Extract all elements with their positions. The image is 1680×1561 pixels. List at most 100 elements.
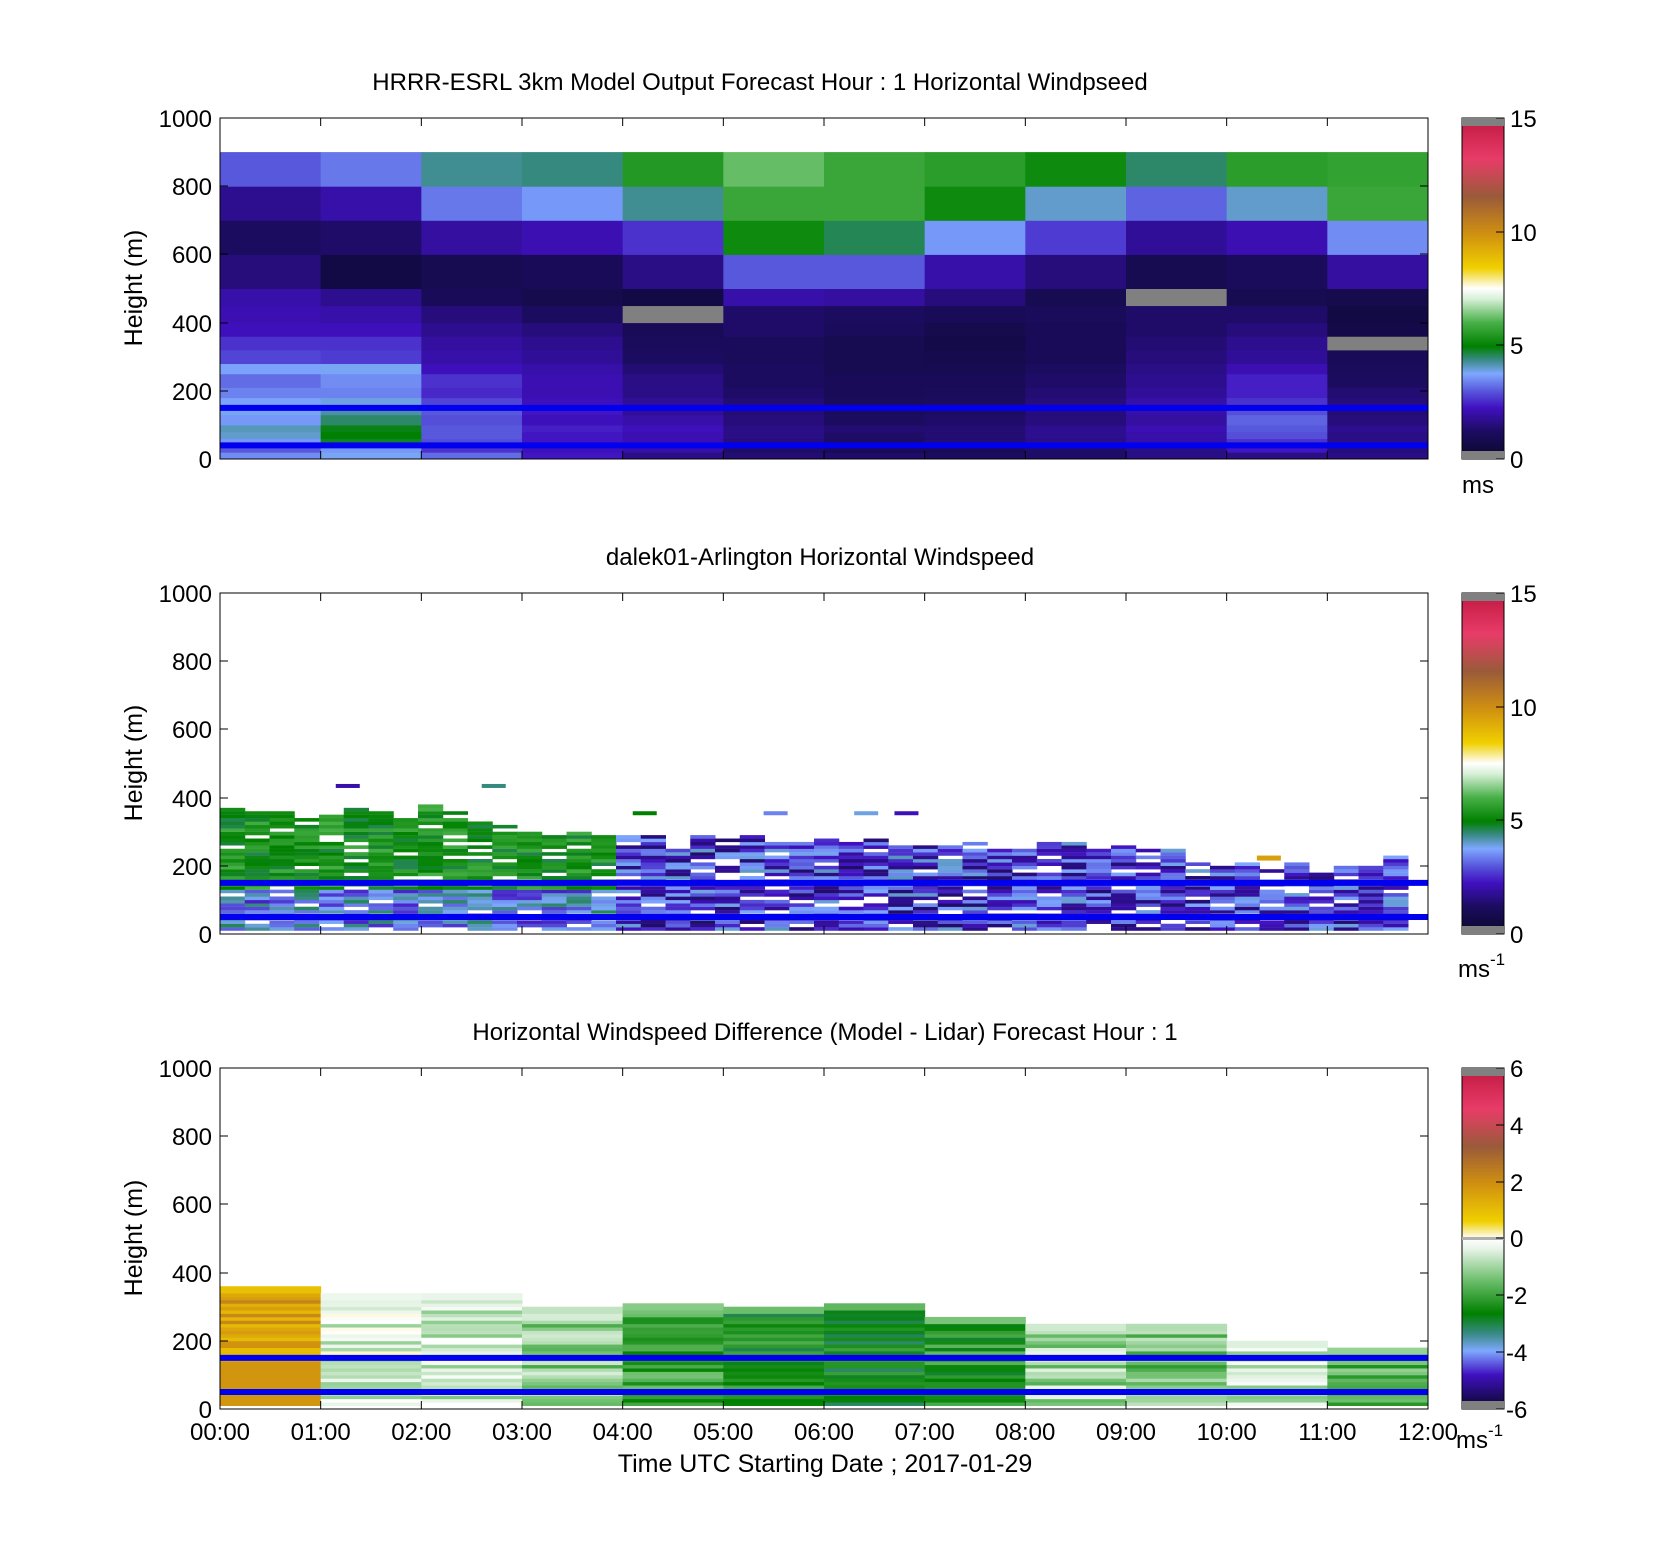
heatmap-cell <box>269 899 295 904</box>
heatmap-cell <box>838 845 864 849</box>
heatmap-cell <box>622 1303 724 1308</box>
heatmap-cell <box>924 322 1026 337</box>
heatmap-cell <box>220 397 322 409</box>
heatmap-cell <box>622 1378 724 1383</box>
heatmap-cell <box>1333 896 1359 901</box>
heatmap-cell <box>517 899 543 904</box>
heatmap-cell <box>1036 896 1062 901</box>
heatmap-cell <box>492 927 518 931</box>
heatmap-cell <box>522 1378 624 1383</box>
heatmap-cell <box>1358 869 1384 873</box>
heatmap-cell <box>723 336 825 351</box>
heatmap-cell <box>541 923 567 928</box>
heatmap-cell <box>1309 889 1335 894</box>
heatmap-cell <box>393 910 419 914</box>
heatmap-cell <box>1309 920 1335 924</box>
heatmap-cell <box>393 824 419 829</box>
heatmap-cell <box>492 896 518 901</box>
heatmap-cell <box>343 831 369 836</box>
heatmap-cell <box>824 1368 926 1372</box>
heatmap-cell <box>1061 896 1087 901</box>
heatmap-cell <box>244 838 270 843</box>
heatmap-cell <box>418 835 444 839</box>
heatmap-cell <box>541 893 567 897</box>
heatmap-cell <box>421 452 523 460</box>
heatmap-cell <box>723 1333 825 1338</box>
heatmap-cell <box>421 1378 523 1383</box>
heatmap-cell <box>987 858 1013 863</box>
heatmap-cell <box>1358 923 1384 928</box>
heatmap-cell <box>814 886 840 890</box>
heatmap-cell <box>418 814 444 819</box>
heatmap-cell <box>616 865 642 870</box>
heatmap-cell <box>320 1306 422 1311</box>
heatmap-cell <box>522 349 624 365</box>
heatmap-cell <box>616 862 642 866</box>
heatmap-cell <box>924 220 1026 255</box>
heatmap-cell <box>368 814 394 819</box>
heatmap-cell <box>343 869 369 873</box>
heatmap-cell <box>517 889 543 894</box>
heatmap-cell <box>824 414 926 426</box>
heatmap-cell <box>1111 876 1137 880</box>
heatmap-cell <box>723 452 825 460</box>
heatmap-cell <box>723 1323 825 1328</box>
heatmap-cell <box>913 910 939 914</box>
heatmap-cell <box>838 927 864 931</box>
heatmap-cell <box>824 1327 926 1331</box>
heatmap-cell <box>368 855 394 860</box>
heatmap-cell <box>418 923 444 928</box>
heatmap-cell <box>442 872 468 877</box>
heatmap-cell <box>343 893 369 897</box>
heatmap-cell <box>962 872 988 877</box>
heatmap-cell <box>1061 893 1087 897</box>
heatmap-cell <box>393 838 419 843</box>
heatmap-cell <box>1358 865 1384 870</box>
heatmap-cell <box>937 920 963 924</box>
heatmap-cell <box>1234 903 1260 907</box>
heatmap-cell <box>492 903 518 907</box>
heatmap-cell <box>1025 152 1127 187</box>
heatmap-cell <box>368 923 394 928</box>
heatmap-cell <box>1135 848 1161 853</box>
heatmap-cell <box>1160 865 1186 870</box>
heatmap-cell <box>517 838 543 843</box>
heatmap-cell <box>1111 896 1137 901</box>
heatmap-cell <box>591 906 617 911</box>
heatmap-cell <box>244 910 270 914</box>
heatmap-cell <box>1358 899 1384 904</box>
heatmap-cell <box>442 903 468 907</box>
heatmap-cell <box>723 1337 825 1342</box>
heatmap-cell <box>421 1364 523 1369</box>
heatmap-cell <box>924 373 1026 388</box>
heatmap-cell <box>294 899 320 904</box>
heatmap-cell <box>824 1344 926 1349</box>
heatmap-cell <box>467 831 493 836</box>
heatmap-cell <box>393 886 419 890</box>
heatmap-cell <box>269 845 295 849</box>
heatmap-cell <box>320 1299 422 1304</box>
heatmap-cell <box>1327 363 1429 375</box>
heatmap-cell <box>467 858 493 863</box>
heatmap-cell <box>269 848 295 853</box>
heatmap-cell <box>320 1313 422 1318</box>
lidar-colorbar-tick: 10 <box>1510 695 1537 722</box>
heatmap-cell <box>220 838 246 843</box>
heatmap-cell <box>1126 424 1228 433</box>
heatmap-cell <box>814 869 840 873</box>
heatmap-cell <box>723 1381 825 1386</box>
heatmap-cell <box>1226 288 1328 307</box>
heatmap-cell <box>244 828 270 832</box>
heatmap-cell <box>622 1340 724 1345</box>
heatmap-cell <box>442 824 468 829</box>
heatmap-cell <box>393 862 419 866</box>
heatmap-cell <box>421 305 523 324</box>
heatmap-cell <box>1126 305 1228 324</box>
heatmap-cell <box>319 865 345 870</box>
heatmap-cell <box>723 1344 825 1349</box>
heatmap-cell <box>522 1333 624 1338</box>
heatmap-cell <box>1327 1351 1429 1355</box>
heatmap-cell <box>522 363 624 375</box>
heatmap-cell <box>418 858 444 863</box>
heatmap-cell <box>1226 407 1328 416</box>
